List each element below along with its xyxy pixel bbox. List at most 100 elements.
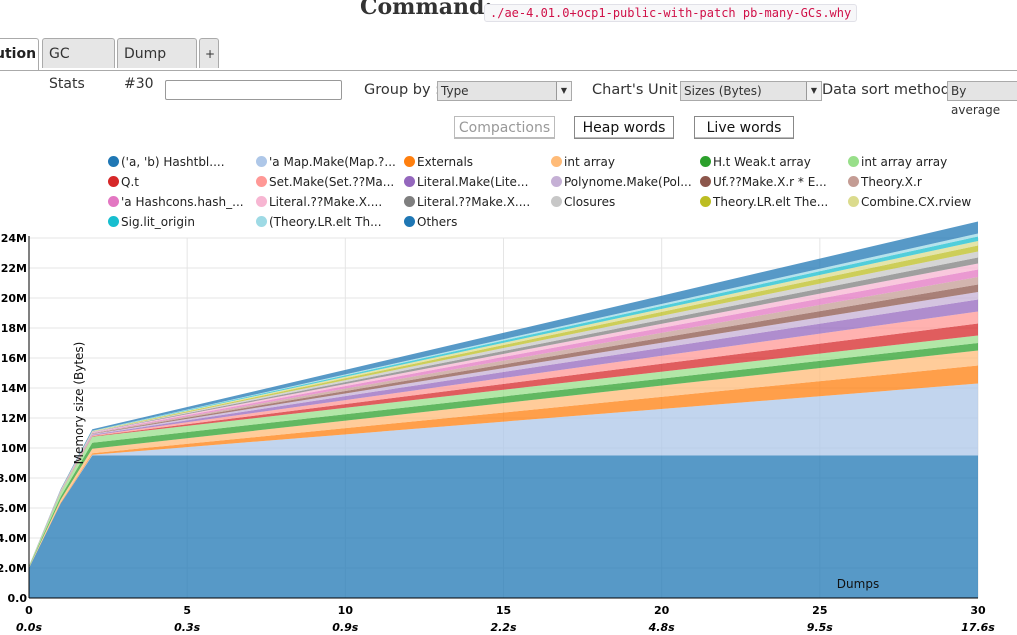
add-tab-button[interactable]: + bbox=[199, 38, 219, 68]
legend-label: Theory.LR.elt The... bbox=[713, 195, 829, 209]
sort-method-select[interactable]: By average bbox=[947, 81, 1017, 117]
legend-swatch bbox=[848, 176, 859, 187]
legend-swatch bbox=[848, 196, 859, 207]
legend-label: Others bbox=[417, 215, 458, 229]
time-tick-label: 4.8s bbox=[648, 621, 675, 634]
legend-label: int array bbox=[564, 155, 615, 169]
chevron-down-icon: ▼ bbox=[556, 82, 571, 100]
y-tick-label: 8.0M bbox=[0, 472, 27, 485]
x-axis-label: Dumps bbox=[837, 577, 879, 591]
legend-item[interactable]: Set.Make(Set.??Ma... bbox=[256, 175, 394, 193]
legend-label: (Theory.LR.elt Th... bbox=[269, 215, 382, 229]
legend-label: Literal.??Make.X.... bbox=[417, 195, 531, 209]
legend-item[interactable]: Closures bbox=[551, 195, 615, 213]
time-tick-label: 0.9s bbox=[332, 621, 358, 634]
legend-swatch bbox=[700, 176, 711, 187]
command-label: Command: bbox=[360, 0, 493, 20]
time-tick-label: 0.0s bbox=[16, 621, 42, 634]
legend-item[interactable]: Literal.??Make.X.... bbox=[404, 195, 530, 213]
legend-label: ('a, 'b) Hashtbl.... bbox=[121, 155, 225, 169]
y-tick-label: 10M bbox=[1, 442, 27, 455]
legend-item[interactable]: Theory.X.r bbox=[848, 175, 922, 193]
x-tick-label: 5 bbox=[183, 604, 191, 617]
compactions-button[interactable]: Compactions bbox=[454, 116, 555, 139]
chart-unit-label: Chart's Unit : bbox=[592, 82, 688, 98]
legend-label: Literal.??Make.X.... bbox=[269, 195, 383, 209]
group-by-select[interactable]: Type ▼ bbox=[437, 81, 572, 101]
legend-item[interactable]: 'a Map.Make(Map.?... bbox=[256, 155, 396, 173]
chart-unit-select[interactable]: Sizes (Bytes) ▼ bbox=[680, 81, 822, 101]
legend-swatch bbox=[700, 196, 711, 207]
legend-item[interactable]: Theory.LR.elt The... bbox=[700, 195, 828, 213]
chart-legend: ('a, 'b) Hashtbl.... 'a Map.Make(Map.?...… bbox=[108, 155, 1008, 235]
legend-label: Sig.lit_origin bbox=[121, 215, 195, 229]
legend-item[interactable]: Q.t bbox=[108, 175, 139, 193]
chevron-down-icon: ▼ bbox=[806, 82, 821, 100]
time-tick-label: 2.2s bbox=[490, 621, 516, 634]
legend-label: Set.Make(Set.??Ma... bbox=[269, 175, 395, 189]
y-axis-label: Memory size (Bytes) bbox=[72, 342, 86, 465]
legend-swatch bbox=[108, 216, 119, 227]
x-tick-label: 30 bbox=[970, 604, 986, 617]
legend-swatch bbox=[404, 216, 415, 227]
tab-evolution[interactable]: ution bbox=[0, 38, 39, 70]
y-tick-label: 24M bbox=[1, 232, 27, 245]
toolbar: Group by : Type ▼ Chart's Unit : Sizes (… bbox=[0, 78, 1017, 117]
legend-label: 'a Map.Make(Map.?... bbox=[269, 155, 396, 169]
legend-label: Combine.CX.rview bbox=[861, 195, 972, 209]
tab-bar: ution GC Stats Dump #30 + bbox=[0, 38, 1017, 92]
x-tick-label: 20 bbox=[654, 604, 670, 617]
legend-item[interactable]: Externals bbox=[404, 155, 473, 173]
legend-swatch bbox=[700, 156, 711, 167]
legend-item[interactable]: Combine.CX.rview bbox=[848, 195, 971, 213]
legend-swatch bbox=[108, 156, 119, 167]
legend-label: Uf.??Make.X.r * E... bbox=[713, 175, 827, 189]
time-tick-label: 9.5s bbox=[807, 621, 833, 634]
legend-label: Literal.Make(Lite... bbox=[417, 175, 529, 189]
legend-item[interactable]: int array bbox=[551, 155, 615, 173]
legend-item[interactable]: Polynome.Make(Pol... bbox=[551, 175, 692, 193]
x-tick-label: 10 bbox=[338, 604, 354, 617]
area-series bbox=[29, 455, 978, 598]
legend-item[interactable]: Others bbox=[404, 215, 457, 233]
x-tick-label: 15 bbox=[496, 604, 511, 617]
legend-swatch bbox=[108, 196, 119, 207]
legend-label: H.t Weak.t array bbox=[713, 155, 811, 169]
area-series bbox=[29, 383, 978, 568]
legend-item[interactable]: Sig.lit_origin bbox=[108, 215, 195, 233]
y-tick-label: 16M bbox=[1, 352, 27, 365]
tab-gc-stats[interactable]: GC Stats bbox=[42, 38, 115, 92]
sort-method-label: Data sort method : bbox=[822, 82, 960, 98]
y-tick-label: 6.0M bbox=[0, 502, 27, 515]
tab-dump-30[interactable]: Dump #30 bbox=[117, 38, 197, 92]
legend-label: Closures bbox=[564, 195, 616, 209]
legend-item[interactable]: ('a, 'b) Hashtbl.... bbox=[108, 155, 225, 173]
y-tick-label: 12M bbox=[1, 412, 27, 425]
x-tick-label: 25 bbox=[812, 604, 827, 617]
y-tick-label: 20M bbox=[1, 292, 27, 305]
legend-item[interactable]: H.t Weak.t array bbox=[700, 155, 811, 173]
legend-item[interactable]: 'a Hashcons.hash_... bbox=[108, 195, 244, 213]
x-tick-label: 0 bbox=[25, 604, 33, 617]
search-input[interactable] bbox=[165, 80, 342, 100]
command-header: Command: ./ae-4.01.0+ocp1-public-with-pa… bbox=[0, 0, 1017, 30]
legend-item[interactable]: Uf.??Make.X.r * E... bbox=[700, 175, 827, 193]
legend-item[interactable]: (Theory.LR.elt Th... bbox=[256, 215, 382, 233]
y-tick-label: 4.0M bbox=[0, 532, 27, 545]
legend-swatch bbox=[256, 216, 267, 227]
legend-label: Externals bbox=[417, 155, 474, 169]
area-series bbox=[29, 350, 978, 568]
legend-swatch bbox=[551, 176, 562, 187]
legend-label: int array array bbox=[861, 155, 948, 169]
area-series bbox=[29, 365, 978, 568]
legend-item[interactable]: Literal.??Make.X.... bbox=[256, 195, 382, 213]
legend-item[interactable]: Literal.Make(Lite... bbox=[404, 175, 528, 193]
legend-item[interactable]: int array array bbox=[848, 155, 947, 173]
legend-swatch bbox=[551, 196, 562, 207]
live-words-button[interactable]: Live words bbox=[694, 116, 794, 139]
legend-label: Q.t bbox=[121, 175, 139, 189]
y-tick-label: 2.0M bbox=[0, 562, 27, 575]
legend-swatch bbox=[256, 156, 267, 167]
area-series bbox=[29, 245, 978, 566]
heap-words-button[interactable]: Heap words bbox=[574, 116, 674, 139]
